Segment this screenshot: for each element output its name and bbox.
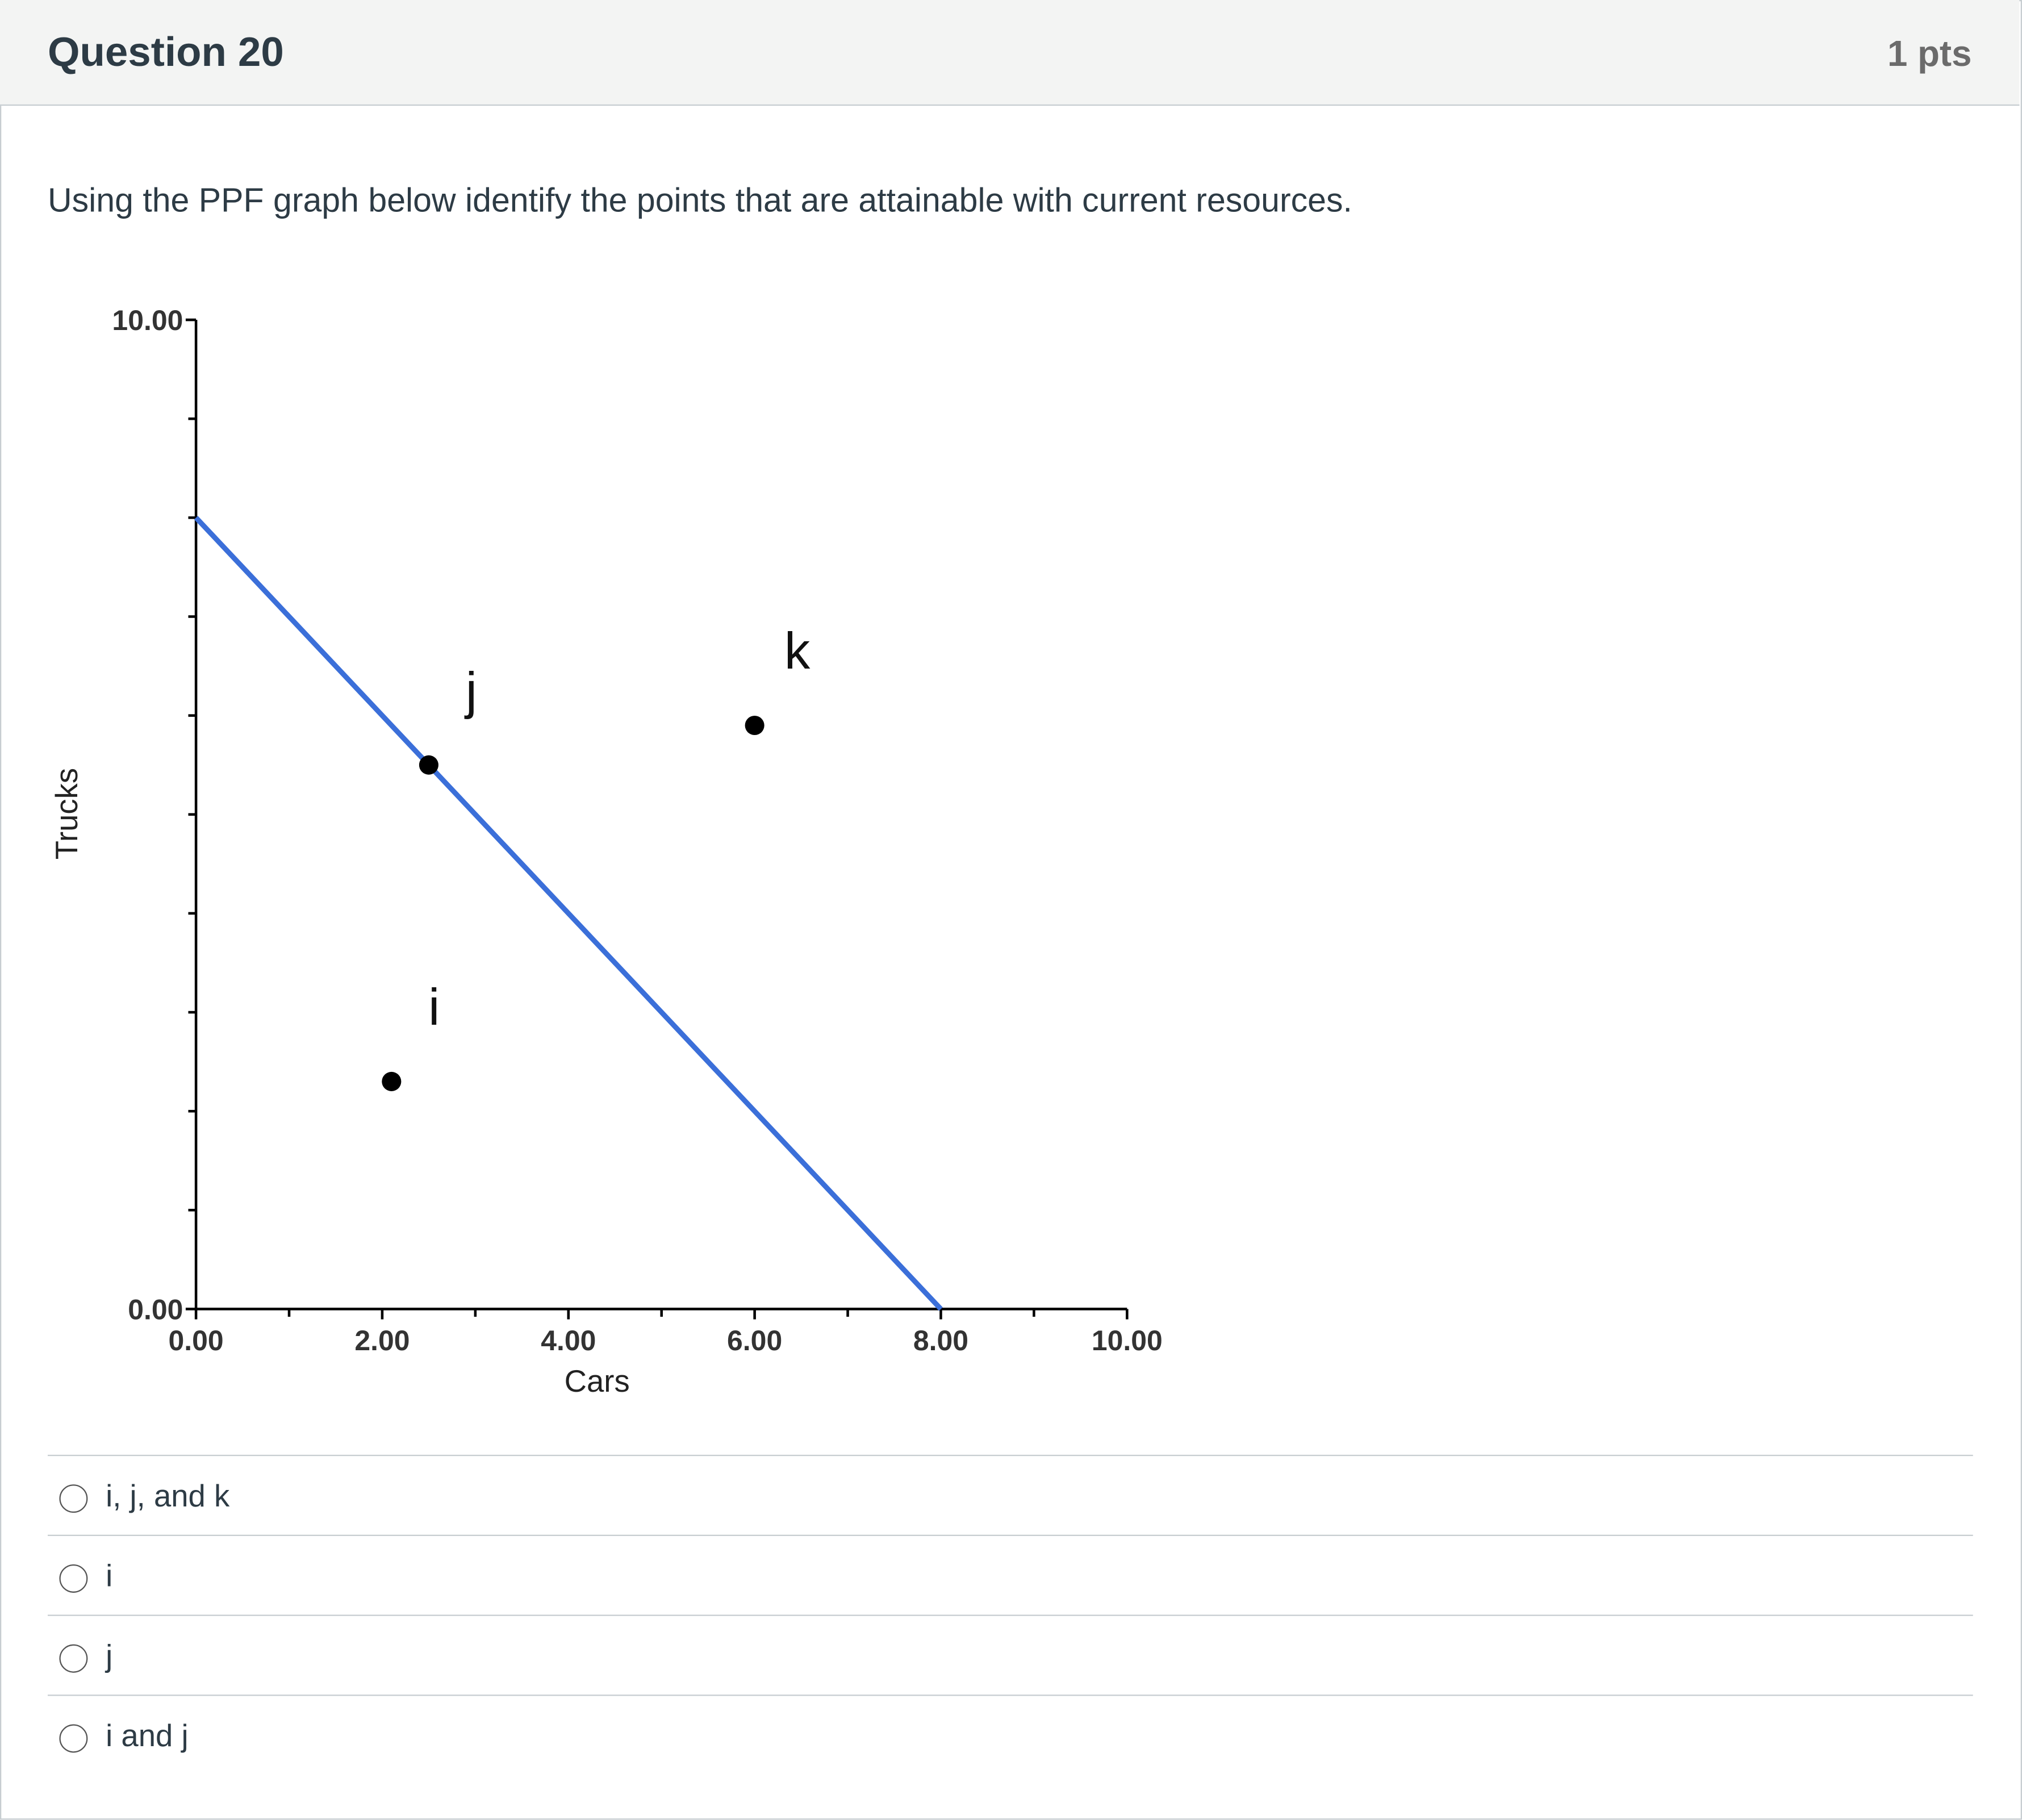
- x-tick-label: 10.00: [1092, 1325, 1163, 1356]
- option-label[interactable]: i and j: [106, 1719, 189, 1754]
- x-tick-label: 8.00: [913, 1325, 968, 1356]
- answer-option[interactable]: i: [48, 1534, 1973, 1615]
- point-label: i: [428, 979, 440, 1036]
- option-label[interactable]: i: [106, 1559, 113, 1594]
- question-title: Question 20: [48, 28, 284, 75]
- y-tick-label: 10.00: [112, 304, 183, 336]
- option-label[interactable]: i, j, and k: [106, 1479, 230, 1514]
- point: [745, 716, 764, 736]
- radio-button[interactable]: [59, 1484, 88, 1513]
- radio-button[interactable]: [59, 1644, 88, 1673]
- question-points: 1 pts: [1887, 34, 1972, 74]
- point-label: j: [464, 662, 477, 720]
- answer-option[interactable]: j: [48, 1614, 1973, 1695]
- y-axis-label: Trucks: [49, 768, 84, 859]
- x-axis-label: Cars: [565, 1364, 630, 1399]
- x-tick-label: 2.00: [354, 1325, 410, 1356]
- point-label: k: [784, 623, 811, 680]
- x-tick-label: 4.00: [541, 1325, 596, 1356]
- option-label[interactable]: j: [106, 1639, 113, 1674]
- x-tick-label: 6.00: [727, 1325, 782, 1356]
- point: [382, 1071, 402, 1091]
- answer-option[interactable]: i, j, and k: [48, 1455, 1973, 1535]
- question-text: Using the PPF graph below identify the p…: [48, 180, 1352, 219]
- x-tick-label: 0.00: [168, 1325, 223, 1356]
- y-tick-label: 0.00: [128, 1294, 183, 1326]
- radio-button[interactable]: [59, 1724, 88, 1753]
- question-header: Question 20 1 pts: [0, 0, 2020, 106]
- answer-option[interactable]: i and j: [48, 1694, 1973, 1775]
- point: [419, 755, 438, 775]
- ppf-line: [194, 516, 943, 1311]
- radio-button[interactable]: [59, 1564, 88, 1593]
